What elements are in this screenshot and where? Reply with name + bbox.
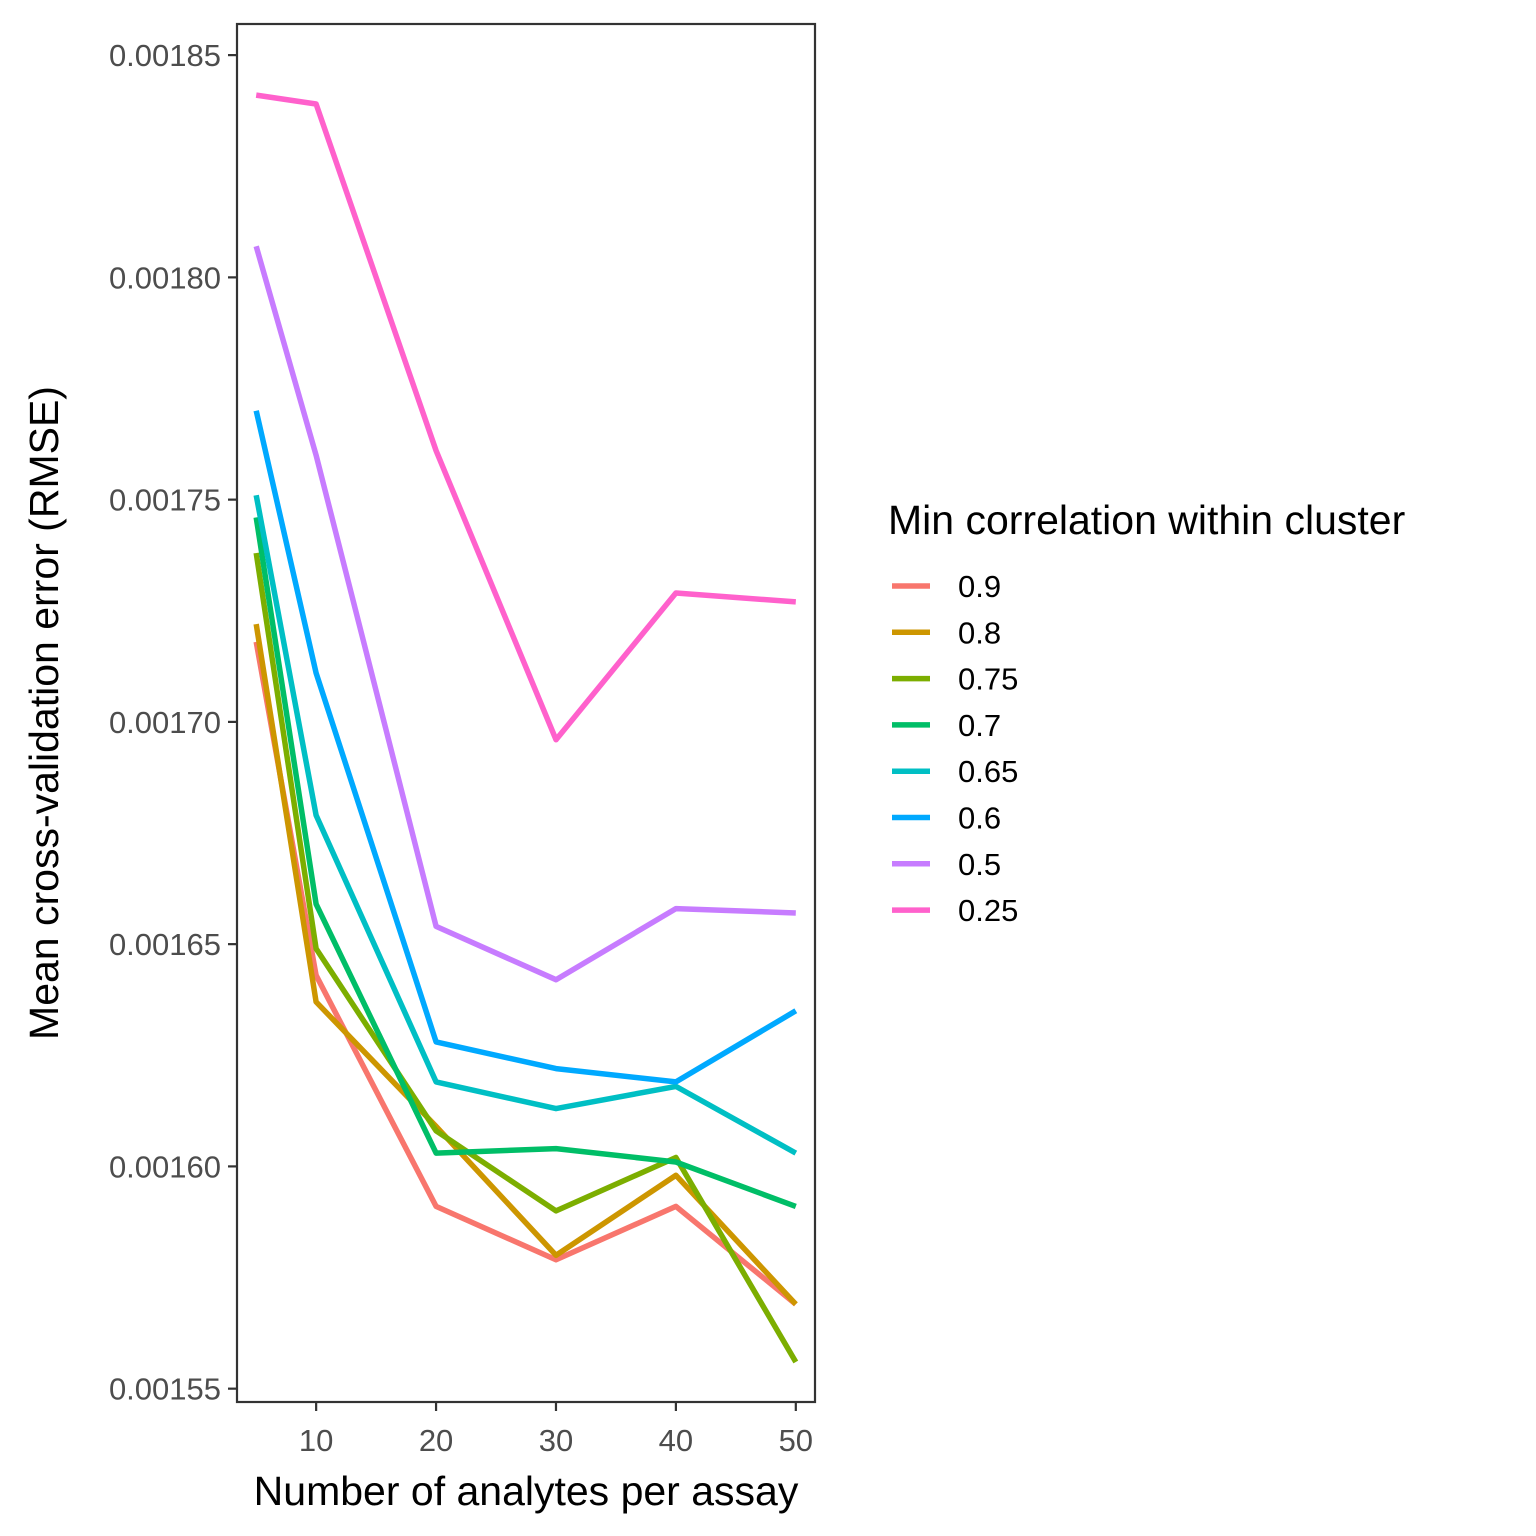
series-line-0-7	[253, 516, 797, 1209]
y-tick-label: 0.00160	[109, 1149, 221, 1184]
legend-title: Min correlation within cluster	[888, 497, 1405, 543]
x-tick-label: 20	[419, 1423, 453, 1458]
x-tick-label: 40	[659, 1423, 693, 1458]
series-line-0-75	[253, 552, 799, 1364]
legend-label: 0.6	[958, 801, 1001, 836]
legend-items: 0.9 0.8 0.75 0.7 0.65 0.6 0.5 0.25	[892, 569, 1018, 928]
y-tick-label: 0.00165	[109, 927, 221, 962]
legend-label: 0.8	[958, 615, 1001, 650]
y-axis-title: Mean cross-validation error (RMSE)	[21, 386, 67, 1040]
series-line-0-9	[253, 641, 798, 1307]
x-tick-label: 50	[779, 1423, 813, 1458]
y-tick-label: 0.00155	[109, 1372, 221, 1407]
series-layer	[253, 92, 799, 1364]
legend-item: 0.7	[892, 708, 1001, 743]
legend-label: 0.9	[958, 569, 1001, 604]
x-tick-label: 30	[539, 1423, 573, 1458]
legend-item: 0.9	[892, 569, 1001, 604]
y-axis: 0.00155 0.00160 0.00165 0.00170 0.00175 0.001…	[109, 38, 237, 1407]
x-axis: 10 20 30 40 50	[299, 1402, 813, 1458]
legend-label: 0.25	[958, 893, 1018, 928]
x-axis-title: Number of analytes per assay	[254, 1468, 799, 1514]
legend-item: 0.75	[892, 662, 1018, 697]
legend-label: 0.5	[958, 847, 1001, 882]
series-line-0-65	[253, 494, 798, 1156]
legend-label: 0.7	[958, 708, 1001, 743]
x-tick-label: 10	[299, 1423, 333, 1458]
legend-item: 0.8	[892, 615, 1001, 650]
legend-label: 0.65	[958, 754, 1018, 789]
series-line-0-5	[253, 245, 796, 983]
y-tick-label: 0.00185	[109, 38, 221, 73]
legend-label: 0.75	[958, 662, 1018, 697]
series-line-0-25	[255, 92, 797, 743]
legend-item: 0.25	[892, 893, 1018, 928]
legend-item: 0.65	[892, 754, 1018, 789]
y-tick-label: 0.00170	[109, 705, 221, 740]
y-tick-label: 0.00175	[109, 483, 221, 518]
legend: Min correlation within cluster 0.9 0.8 0.7…	[888, 497, 1405, 928]
y-tick-label: 0.00180	[109, 260, 221, 295]
plot-panel-border	[235, 22, 817, 1404]
legend-item: 0.5	[892, 847, 1001, 882]
series-line-0-6	[253, 410, 798, 1085]
legend-item: 0.6	[892, 801, 1001, 836]
